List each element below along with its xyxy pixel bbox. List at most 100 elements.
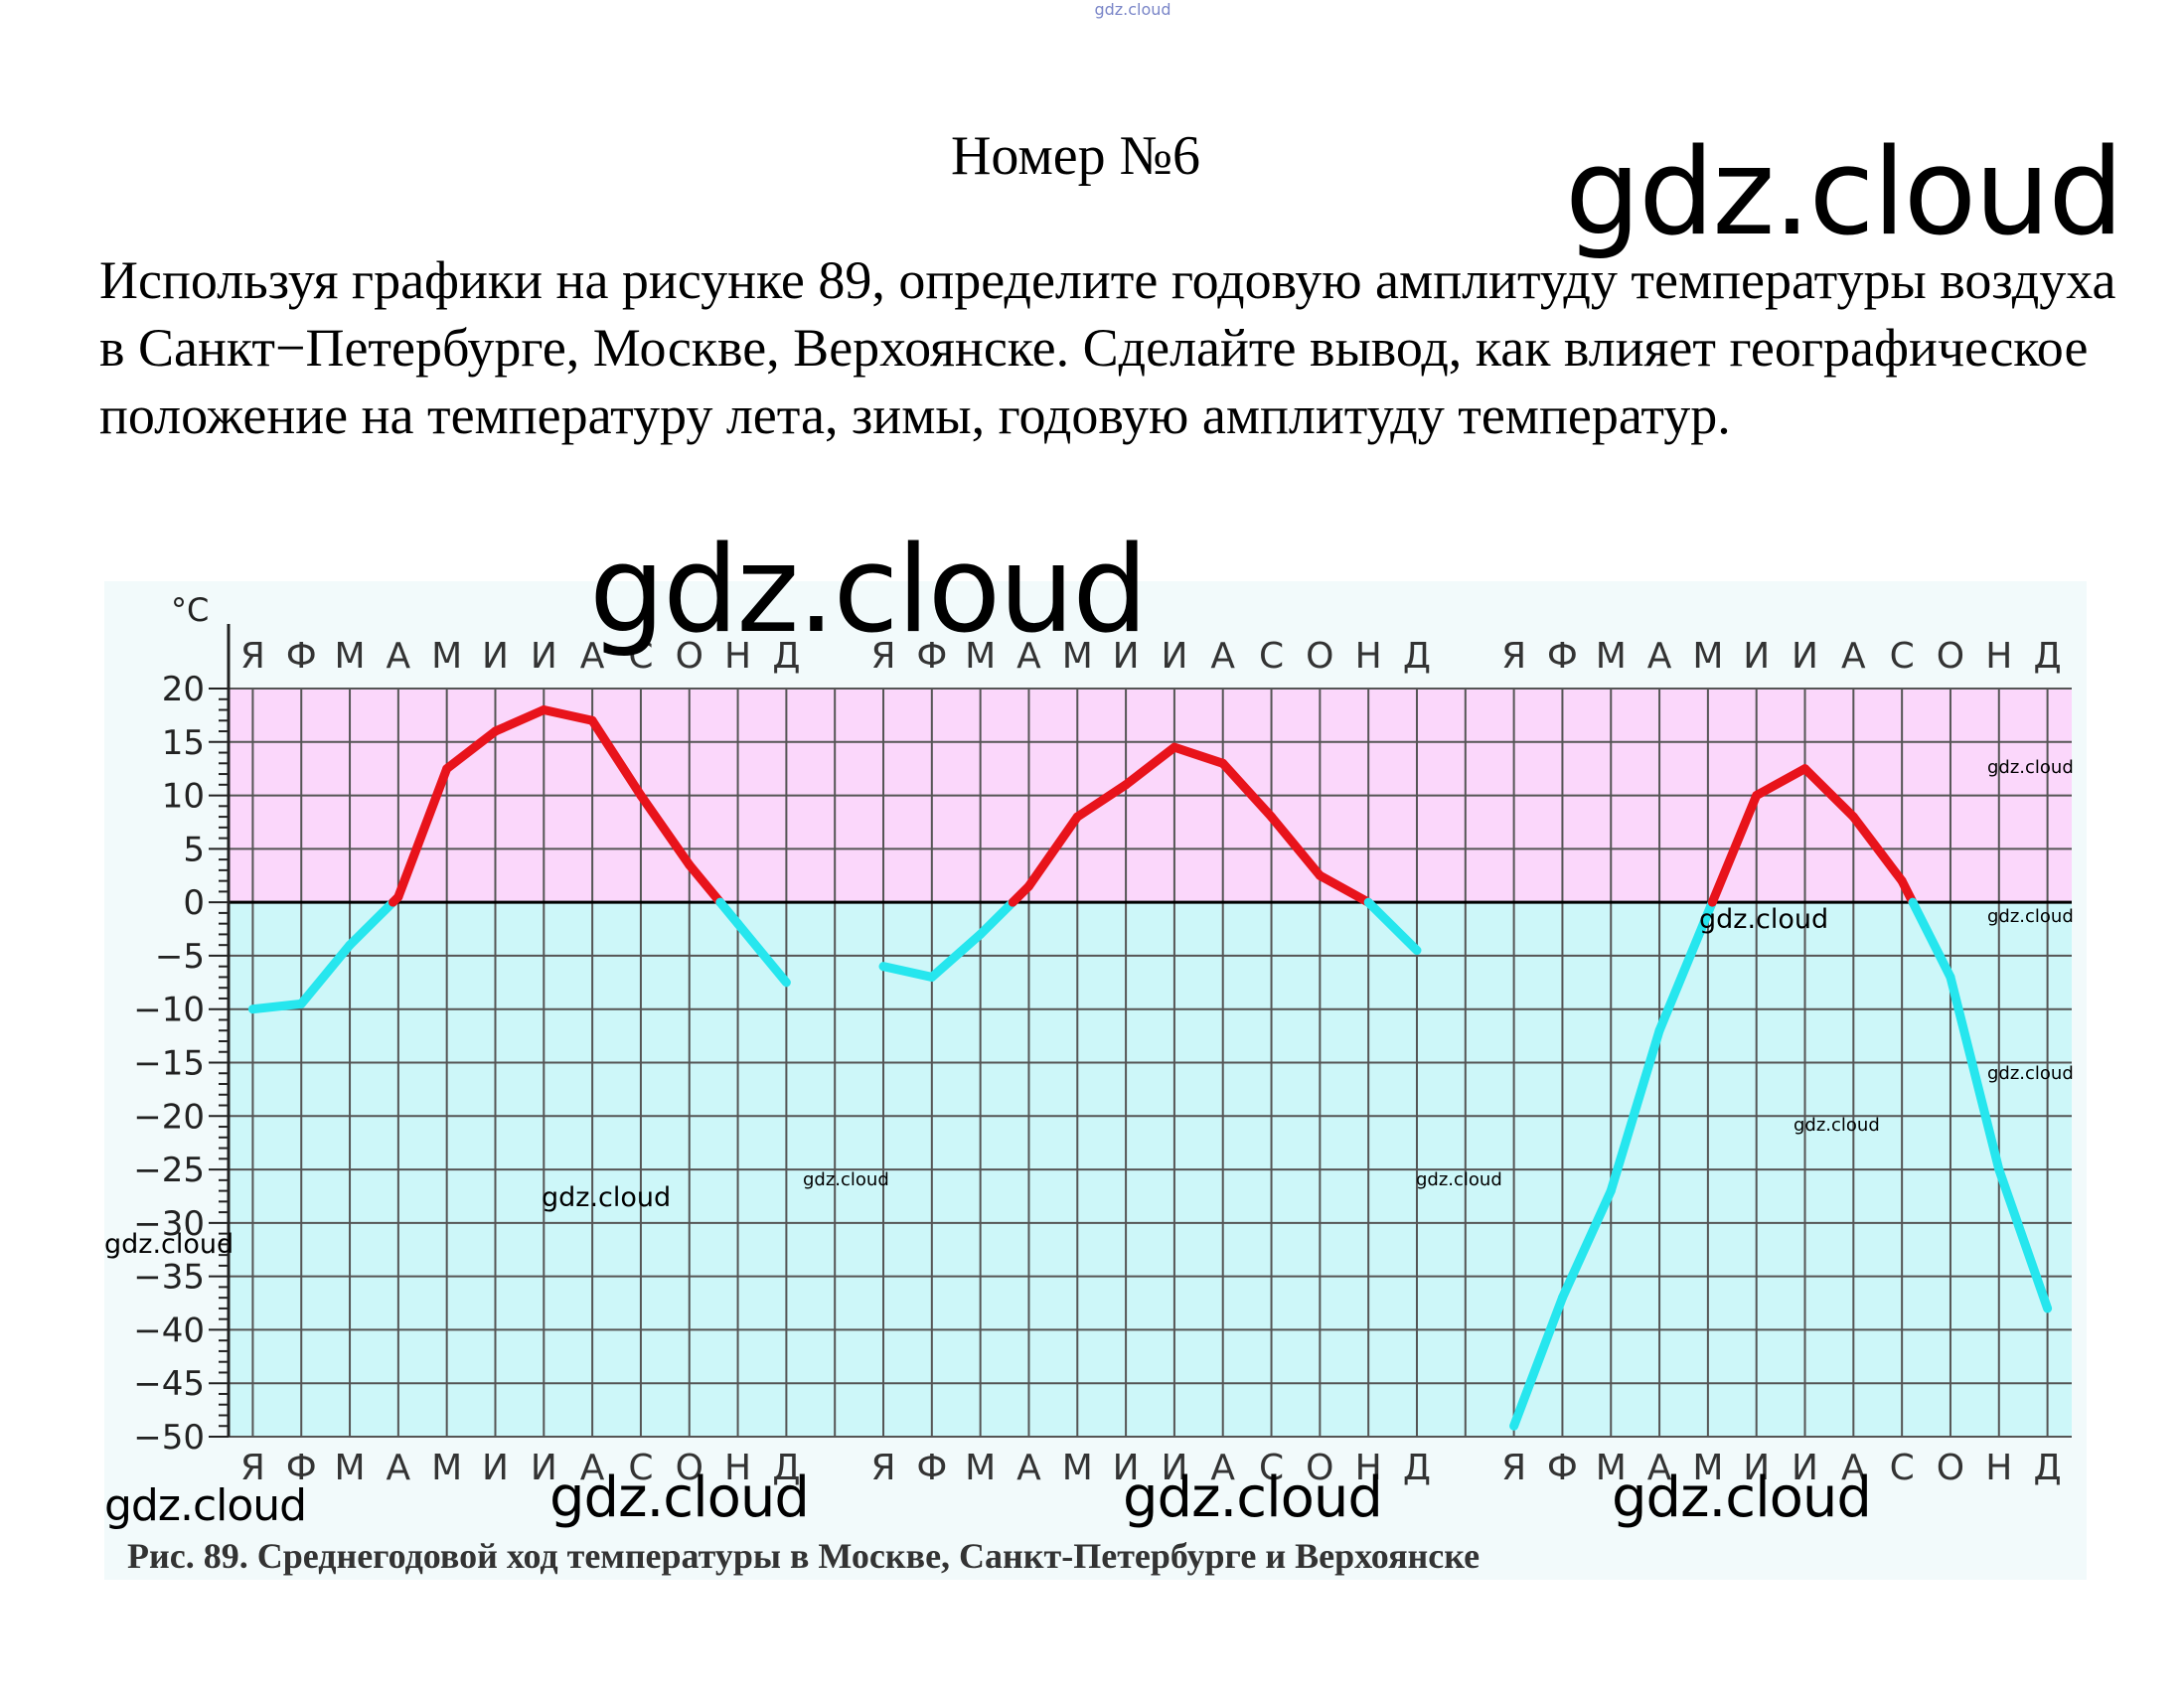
- month-label: С: [1259, 1448, 1284, 1488]
- month-label: Я: [1501, 1448, 1526, 1488]
- month-label: О: [1937, 636, 1964, 677]
- month-label: А: [1841, 1448, 1866, 1488]
- grid-watermark-3: gdz.cloud: [1794, 1115, 1880, 1136]
- month-label: М: [1596, 636, 1627, 677]
- y-tick-label: −15: [133, 1044, 205, 1084]
- y-tick-label: −50: [133, 1418, 205, 1458]
- y-axis: 20 15 10 5 0 −5 −10 −15 −20 −25 −30 −35 −40 −45 −50: [133, 624, 231, 1458]
- figure-caption: Рис. 89. Среднегодовой ход температуры в…: [127, 1536, 1480, 1576]
- month-label: И: [1113, 636, 1140, 677]
- y-tick-label: −30: [133, 1204, 205, 1244]
- y-unit-label: °C: [171, 591, 209, 629]
- series-segment: [1557, 1186, 1616, 1303]
- month-label: С: [628, 636, 653, 677]
- month-label: Д: [1403, 636, 1431, 677]
- month-label: И: [1743, 636, 1770, 677]
- month-label: И: [1792, 1448, 1818, 1488]
- month-label: С: [1890, 636, 1915, 677]
- series-segment: [1606, 1025, 1664, 1196]
- grid-watermark-2: gdz.cloud: [1416, 1169, 1502, 1190]
- series-segment: [878, 962, 937, 982]
- y-tick-label: 10: [162, 777, 205, 817]
- panel1-watermark: gdz.cloud: [549, 1465, 810, 1530]
- series-segment: [296, 940, 355, 1008]
- series-segment: [1908, 897, 1955, 982]
- series-segment: [345, 897, 397, 950]
- series-segment: [1946, 972, 2004, 1174]
- series-segment: [1752, 764, 1810, 801]
- series-segment: [1509, 1293, 1567, 1431]
- month-label: А: [387, 1448, 411, 1488]
- y-tick-label: −45: [133, 1364, 205, 1404]
- series-segment: [715, 897, 743, 929]
- month-label: Ф: [1547, 636, 1578, 677]
- series-segment: [636, 791, 695, 869]
- month-label: Я: [871, 636, 896, 677]
- month-label: А: [1210, 1448, 1235, 1488]
- month-label: Ф: [916, 1448, 947, 1488]
- month-label: О: [1306, 1448, 1333, 1488]
- month-label: А: [580, 636, 605, 677]
- side-watermark-2: gdz.cloud: [1987, 906, 2074, 927]
- y-tick-label: 0: [183, 883, 205, 923]
- month-label: Н: [724, 1448, 751, 1488]
- month-label: И: [531, 636, 557, 677]
- side-watermark-3: gdz.cloud: [1987, 1063, 2074, 1084]
- month-label: Д: [772, 636, 800, 677]
- month-label: М: [335, 636, 366, 677]
- panel2-watermark: gdz.cloud: [1123, 1465, 1383, 1530]
- series-segment: [1170, 742, 1228, 768]
- month-label: Н: [1985, 636, 2012, 677]
- series-segment: [1023, 812, 1082, 891]
- chart-grid: [229, 688, 2072, 1438]
- series-segment: [927, 929, 986, 982]
- month-label: А: [580, 1448, 605, 1488]
- task-text: Используя графики на рисунке 89, определ…: [99, 250, 2116, 445]
- series-segment: [247, 999, 306, 1014]
- month-label: М: [1692, 636, 1723, 677]
- month-label: И: [531, 1448, 557, 1488]
- top-watermark: gdz.cloud: [1094, 0, 1171, 19]
- month-label: А: [1841, 636, 1866, 677]
- month-label: А: [1647, 1448, 1672, 1488]
- month-label: Н: [724, 636, 751, 677]
- month-label: М: [431, 636, 462, 677]
- month-label: И: [1113, 1448, 1140, 1488]
- month-label: И: [1161, 1448, 1187, 1488]
- month-label: Я: [1501, 636, 1526, 677]
- month-label: Я: [240, 1448, 265, 1488]
- series-segment: [442, 726, 500, 774]
- month-label: М: [335, 1448, 366, 1488]
- panel3-watermark: gdz.cloud: [1612, 1465, 1872, 1530]
- page-title: Номер №6: [950, 125, 1201, 187]
- panel1-watermark-small: gdz.cloud: [542, 1182, 672, 1213]
- series-segment: [490, 705, 548, 736]
- y-tick-label: 15: [162, 723, 205, 763]
- y-tick-label: −5: [155, 937, 205, 977]
- series-segment: [685, 859, 725, 907]
- month-label: О: [676, 1448, 703, 1488]
- grid-watermark-1: gdz.cloud: [803, 1169, 889, 1190]
- brand-watermark: gdz.cloud: [1565, 124, 2123, 262]
- chart-watermark-large: gdz.cloud: [589, 522, 1148, 660]
- month-label: И: [482, 1448, 509, 1488]
- side-watermark-1: gdz.cloud: [1987, 757, 2074, 778]
- month-label: М: [965, 636, 996, 677]
- month-label: М: [1062, 636, 1093, 677]
- series-segment: [1654, 908, 1713, 1035]
- month-label: Я: [240, 636, 265, 677]
- series-segment: [976, 897, 1017, 939]
- month-label: И: [1792, 636, 1818, 677]
- month-label: Ф: [916, 636, 947, 677]
- month-label: А: [1647, 636, 1672, 677]
- y-tick-label: −25: [133, 1151, 205, 1190]
- bottom-left-watermark: gdz.cloud: [104, 1480, 307, 1531]
- series-segment: [733, 919, 791, 988]
- month-label: И: [482, 636, 509, 677]
- month-label: Д: [2034, 636, 2062, 677]
- month-label: Я: [871, 1448, 896, 1488]
- month-labels: ЯЯФФММААММИИИИААССООННДДЯЯФФММААММИИИИАА…: [240, 636, 2062, 1488]
- series-segment: [587, 715, 646, 801]
- month-label: Н: [1985, 1448, 2012, 1488]
